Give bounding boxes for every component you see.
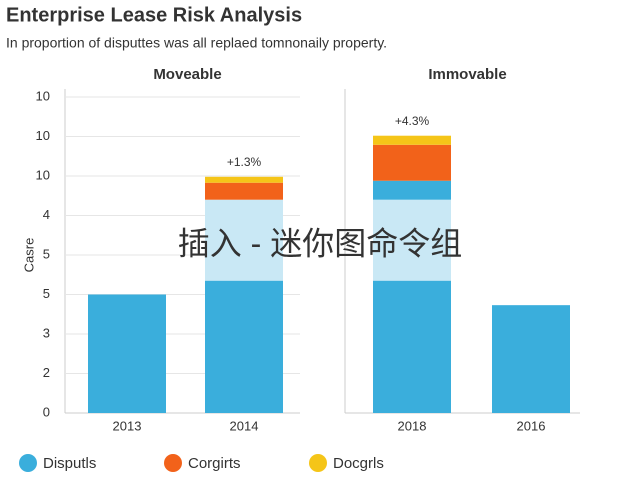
bar-segment xyxy=(205,280,283,413)
legend-label: Corgirts xyxy=(188,455,241,472)
y-tick-label: 0 xyxy=(43,404,50,419)
bar-segment xyxy=(88,294,166,413)
bar-segment xyxy=(205,176,283,183)
bar-segment xyxy=(373,199,451,281)
chart-subtitle: In proportion of disputtes was all repla… xyxy=(6,35,387,51)
legend-swatch xyxy=(19,454,37,472)
bar-segment xyxy=(373,144,451,181)
chart-title: Enterprise Lease Risk Analysis xyxy=(6,4,302,26)
bar-segment xyxy=(373,180,451,200)
legend-swatch xyxy=(164,454,182,472)
y-tick-label: 5 xyxy=(43,246,50,261)
y-tick-label: 4 xyxy=(43,207,50,222)
bar-segment xyxy=(373,280,451,413)
legend-swatch xyxy=(309,454,327,472)
y-tick-label: 10 xyxy=(36,128,50,143)
panel-title: Moveable xyxy=(153,66,221,83)
y-tick-label: 5 xyxy=(43,286,50,301)
panel-title: Immovable xyxy=(428,66,506,83)
bar-segment xyxy=(205,199,283,281)
annotation: +1.3% xyxy=(227,155,262,169)
y-axis-label: Casre xyxy=(21,238,36,273)
x-tick-label: 2016 xyxy=(517,418,546,433)
x-tick-label: 2013 xyxy=(113,418,142,433)
y-tick-label: 2 xyxy=(43,365,50,380)
legend-label: Docgrls xyxy=(333,455,384,472)
bar-segment xyxy=(373,135,451,145)
annotation: +4.3% xyxy=(395,114,430,128)
y-tick-label: 3 xyxy=(43,325,50,340)
x-tick-label: 2014 xyxy=(230,418,259,433)
bar-segment xyxy=(492,305,570,413)
legend-label: Disputls xyxy=(43,455,96,472)
y-tick-label: 10 xyxy=(36,167,50,182)
bar-segment xyxy=(205,182,283,200)
plots: Moveable 0 2 3 5 5 4 10 10 10 Casre 2013 2014 +1.3% Im… xyxy=(19,66,580,472)
overlay-text: 插入 - 迷你图命令组 xyxy=(178,225,462,261)
x-tick-label: 2018 xyxy=(398,418,427,433)
y-tick-label: 10 xyxy=(36,88,50,103)
